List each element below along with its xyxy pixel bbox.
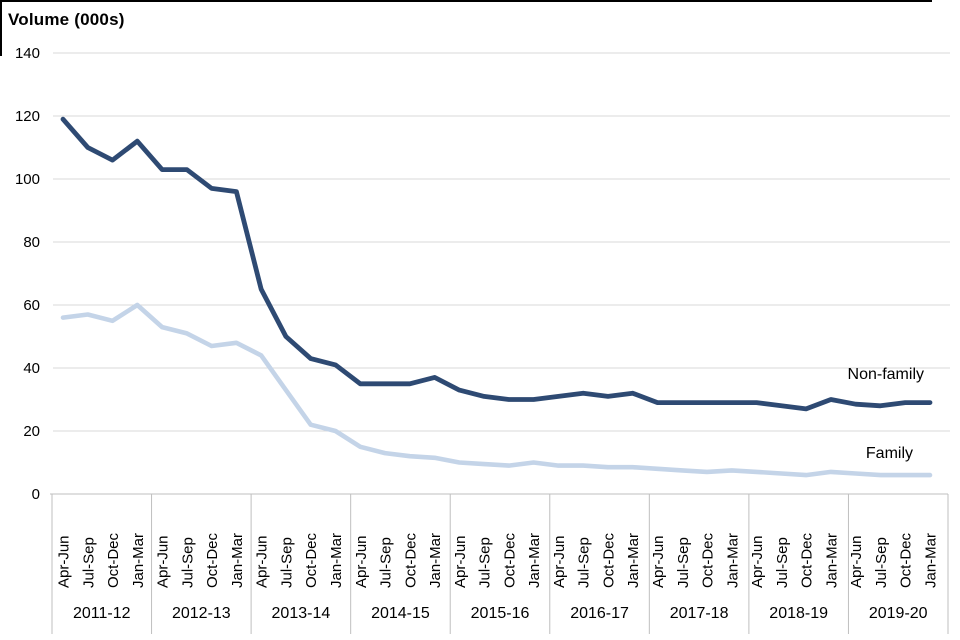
x-axis-quarter-label: Apr-Jun bbox=[551, 535, 568, 588]
x-axis-quarter-label: Jul-Sep bbox=[873, 537, 890, 588]
y-axis-tick-label: 0 bbox=[32, 486, 40, 503]
x-axis-quarter-label: Oct-Dec bbox=[105, 532, 122, 588]
x-axis-quarter-label: Apr-Jun bbox=[56, 535, 73, 588]
x-axis-quarter-label: Jul-Sep bbox=[774, 537, 791, 588]
x-axis-quarter-label: Apr-Jun bbox=[848, 535, 865, 588]
non-family-line bbox=[60, 116, 933, 412]
x-axis-quarter-label: Jan-Mar bbox=[922, 533, 939, 588]
x-axis-quarter-label: Apr-Jun bbox=[254, 535, 271, 588]
y-axis-tick-label: 20 bbox=[23, 423, 40, 440]
x-axis-quarter-label: Jul-Sep bbox=[477, 537, 494, 588]
x-axis-quarter-label: Apr-Jun bbox=[452, 535, 469, 588]
family-series-label: Family bbox=[865, 445, 913, 462]
x-axis-quarter-label: Oct-Dec bbox=[799, 532, 816, 588]
x-axis-quarter-label: Apr-Jun bbox=[353, 535, 370, 588]
x-axis-quarter-label: Jul-Sep bbox=[675, 537, 692, 588]
x-axis-quarter-label: Apr-Jun bbox=[155, 535, 172, 588]
x-axis-quarter-label: Oct-Dec bbox=[600, 532, 617, 588]
x-axis-year-label: 2013-14 bbox=[272, 605, 331, 622]
x-axis-quarter-label: Jan-Mar bbox=[724, 533, 741, 588]
x-axis-year-label: 2017-18 bbox=[670, 605, 729, 622]
x-axis-year-label: 2014-15 bbox=[371, 605, 430, 622]
x-axis-year-label: 2019-20 bbox=[869, 605, 928, 622]
x-axis-quarter-label: Jan-Mar bbox=[625, 533, 642, 588]
chart-title: Volume (000s) bbox=[8, 10, 125, 29]
x-axis-year-label: 2015-16 bbox=[471, 605, 530, 622]
x-axis-quarter-label: Jan-Mar bbox=[130, 533, 147, 588]
x-axis-quarter-label: Jul-Sep bbox=[576, 537, 593, 588]
y-axis-tick-label: 40 bbox=[23, 360, 40, 377]
non-family-series-label: Non-family bbox=[847, 366, 924, 383]
x-axis-quarter-label: Apr-Jun bbox=[749, 535, 766, 588]
x-axis-quarter-label: Apr-Jun bbox=[650, 535, 667, 588]
x-axis-quarter-label: Jan-Mar bbox=[823, 533, 840, 588]
y-axis-tick-label: 100 bbox=[15, 171, 40, 188]
y-axis-tick-label: 60 bbox=[23, 297, 40, 314]
x-axis-quarter-label: Jan-Mar bbox=[229, 533, 246, 588]
x-axis-quarter-label: Oct-Dec bbox=[700, 532, 717, 588]
family-line bbox=[60, 302, 933, 478]
x-axis-quarter-label: Jan-Mar bbox=[328, 533, 345, 588]
y-axis-tick-label: 80 bbox=[23, 234, 40, 251]
y-axis-tick-label: 140 bbox=[15, 45, 40, 62]
x-axis-quarter-label: Oct-Dec bbox=[204, 532, 221, 588]
x-axis-year-label: 2012-13 bbox=[172, 605, 231, 622]
x-axis-quarter-label: Oct-Dec bbox=[303, 532, 320, 588]
x-axis-quarter-label: Jul-Sep bbox=[378, 537, 395, 588]
x-axis-quarter-label: Oct-Dec bbox=[898, 532, 915, 588]
top-border-line bbox=[0, 0, 932, 2]
x-axis-quarter-label: Oct-Dec bbox=[402, 532, 419, 588]
x-axis-quarter-label: Oct-Dec bbox=[501, 532, 518, 588]
x-axis-quarter-label: Jul-Sep bbox=[80, 537, 97, 588]
y-axis-tick-label: 120 bbox=[15, 108, 40, 125]
x-axis-quarter-label: Jan-Mar bbox=[427, 533, 444, 588]
x-axis-quarter-label: Jul-Sep bbox=[179, 537, 196, 588]
x-axis-quarter-label: Jul-Sep bbox=[278, 537, 295, 588]
left-border-segment bbox=[0, 0, 2, 56]
x-axis-year-label: 2018-19 bbox=[769, 605, 828, 622]
x-axis-year-label: 2016-17 bbox=[570, 605, 629, 622]
x-axis-year-label: 2011-12 bbox=[73, 605, 131, 622]
x-axis-quarter-label: Jan-Mar bbox=[526, 533, 543, 588]
